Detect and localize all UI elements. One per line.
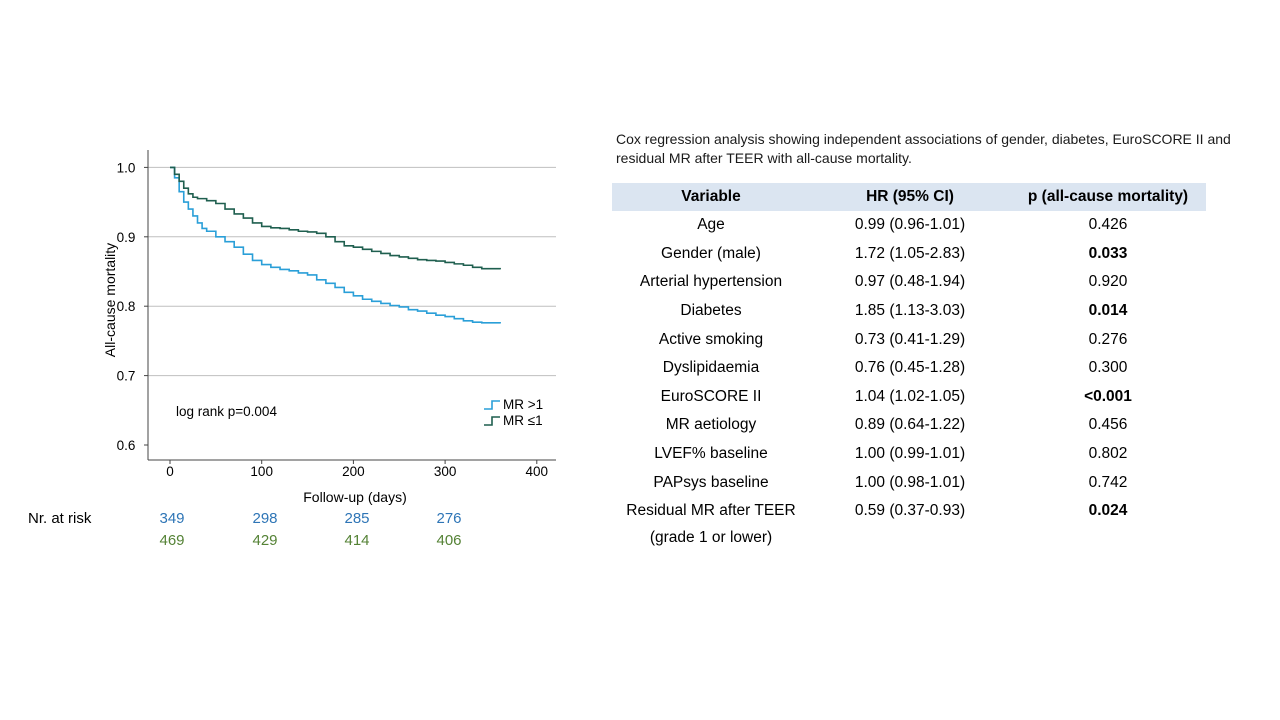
x-tick-label: 200 (342, 464, 365, 479)
cell-hr: 1.00 (0.98-1.01) (854, 473, 966, 491)
cell-p: 0.456 (1088, 416, 1128, 434)
cell-variable: PAPsys baseline (653, 473, 769, 491)
cox-regression-table: Variable HR (95% CI) p (all-cause mortal… (612, 183, 1206, 555)
legend-swatch (484, 400, 500, 410)
risk-number-mr-gt1: 276 (436, 510, 462, 527)
risk-table-label: Nr. at risk (28, 510, 92, 527)
x-tick-label: 0 (166, 464, 174, 479)
cell-variable: EuroSCORE II (660, 387, 762, 405)
table-row: Diabetes 1.85 (1.13-3.03) 0.014 (612, 297, 1206, 326)
y-tick-label: 1.0 (117, 160, 136, 175)
header-variable: Variable (612, 183, 810, 211)
legend-label: MR >1 (503, 397, 543, 412)
x-tick-label: 100 (250, 464, 273, 479)
x-axis-label: Follow-up (days) (303, 489, 406, 505)
risk-number-mr-le1: 429 (252, 532, 278, 549)
cell-p: 0.742 (1088, 473, 1128, 491)
cell-variable: Residual MR after TEER (626, 502, 796, 520)
table-row: Active smoking 0.73 (0.41-1.29) 0.276 (612, 325, 1206, 354)
cell-variable-continuation: (grade 1 or lower) (649, 528, 773, 546)
header-p: p (all-cause mortality) (1010, 183, 1206, 211)
risk-number-mr-le1: 406 (436, 532, 462, 549)
cell-p: 0.014 (1088, 302, 1128, 320)
series-line-mr-le1 (170, 166, 501, 270)
km-chart: 0.6 0.7 0.8 0.9 1.0 0 100 200 300 400 All-cause … (102, 150, 556, 505)
risk-number-mr-le1: 469 (159, 532, 185, 549)
risk-number-mr-gt1: 349 (159, 510, 185, 527)
cell-hr: 0.99 (0.96-1.01) (854, 216, 966, 234)
y-tick-label: 0.7 (117, 369, 136, 384)
cell-variable: Arterial hypertension (639, 273, 783, 291)
cell-hr: 1.04 (1.02-1.05) (854, 387, 966, 405)
table-row: EuroSCORE II 1.04 (1.02-1.05) <0.001 (612, 383, 1206, 412)
cell-p: 0.426 (1088, 216, 1128, 234)
series-lines (170, 166, 501, 324)
x-tick-label: 300 (434, 464, 457, 479)
cell-variable: Age (697, 216, 725, 234)
cell-hr: 0.59 (0.37-0.93) (854, 502, 966, 520)
grid-lines (148, 166, 556, 377)
table-row: PAPsys baseline 1.00 (0.98-1.01) 0.742 (612, 468, 1206, 497)
cell-variable: Active smoking (658, 330, 764, 348)
cell-p: 0.276 (1088, 330, 1128, 348)
table-row: Dyslipidaemia 0.76 (0.45-1.28) 0.300 (612, 354, 1206, 383)
table-row: Gender (male) 1.72 (1.05-2.83) 0.033 (612, 240, 1206, 269)
cell-p: <0.001 (1084, 387, 1132, 405)
y-tick-label: 0.6 (117, 438, 136, 453)
cell-p: 0.802 (1088, 445, 1128, 463)
table-row-continuation: (grade 1 or lower) (612, 526, 1206, 555)
cell-hr: 1.72 (1.05-2.83) (854, 244, 966, 262)
legend: MR >1MR ≤1 (484, 397, 543, 428)
x-ticks: 0 100 200 300 400 (166, 460, 548, 479)
cell-variable: Gender (male) (661, 244, 761, 262)
risk-number-mr-gt1: 285 (344, 510, 370, 527)
table-row: Residual MR after TEER 0.59 (0.37-0.93) 0.… (612, 497, 1206, 526)
cell-hr: 0.89 (0.64-1.22) (854, 416, 966, 434)
cell-hr: 1.00 (0.99-1.01) (854, 445, 966, 463)
cell-hr: 0.73 (0.41-1.29) (854, 330, 966, 348)
series-line-mr-gt1 (170, 166, 501, 324)
table-row: Arterial hypertension 0.97 (0.48-1.94) 0.9… (612, 268, 1206, 297)
x-tick-label: 400 (526, 464, 549, 479)
risk-number-mr-gt1: 298 (252, 510, 278, 527)
cell-variable: Diabetes (680, 302, 742, 320)
y-ticks: 0.6 0.7 0.8 0.9 1.0 (117, 160, 148, 453)
table-caption: Cox regression analysis showing independ… (616, 131, 1231, 166)
legend-label: MR ≤1 (503, 413, 543, 428)
cell-p: 0.920 (1088, 273, 1128, 291)
y-tick-label: 0.8 (117, 299, 136, 314)
logrank-annotation: log rank p=0.004 (176, 404, 277, 419)
cell-p: 0.033 (1088, 244, 1128, 262)
header-hr: HR (95% CI) (810, 183, 1010, 211)
table-header-row: Variable HR (95% CI) p (all-cause mortal… (612, 183, 1206, 211)
table-row: Age 0.99 (0.96-1.01) 0.426 (612, 211, 1206, 240)
y-tick-label: 0.9 (117, 230, 136, 245)
cell-variable: LVEF% baseline (654, 445, 768, 463)
cell-hr: 0.97 (0.48-1.94) (854, 273, 966, 291)
cell-p: 0.300 (1088, 359, 1128, 377)
cell-p: 0.024 (1088, 502, 1128, 520)
y-axis-label: All-cause mortality (102, 243, 118, 357)
cell-variable: Dyslipidaemia (662, 359, 760, 377)
table-row: MR aetiology 0.89 (0.64-1.22) 0.456 (612, 411, 1206, 440)
table-row: LVEF% baseline 1.00 (0.99-1.01) 0.802 (612, 440, 1206, 469)
cell-variable: MR aetiology (665, 416, 757, 434)
cell-hr: 1.85 (1.13-3.03) (854, 302, 966, 320)
cell-hr: 0.76 (0.45-1.28) (854, 359, 966, 377)
legend-swatch (484, 416, 500, 426)
risk-number-mr-le1: 414 (344, 532, 370, 549)
